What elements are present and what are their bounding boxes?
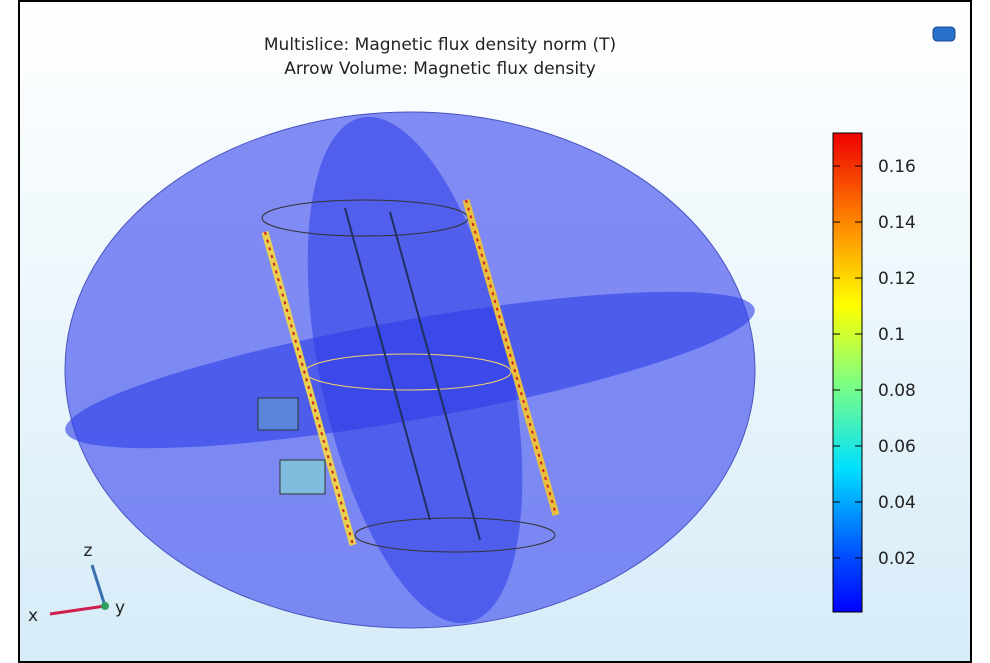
tick-label: 0.1: [878, 325, 905, 345]
tick-label: 0.08: [878, 381, 916, 401]
graphics-window: Multislice: Magnetic flux density norm (…: [0, 0, 990, 663]
tick-label: 0.16: [878, 157, 916, 177]
tick-label: 0.04: [878, 493, 916, 513]
title-line: Arrow Volume: Magnetic flux density: [284, 59, 596, 79]
tick-label: 0.02: [878, 549, 916, 569]
page: Multislice: Magnetic flux density norm (…: [0, 0, 990, 663]
tick-label: 0.06: [878, 437, 916, 457]
axis-label: x: [28, 606, 38, 626]
toolbar-icon[interactable]: [933, 27, 955, 41]
block: [258, 398, 298, 430]
axis-label: y: [115, 598, 125, 618]
block: [280, 460, 325, 494]
title-line: Multislice: Magnetic flux density norm (…: [264, 35, 616, 55]
tick-label: 0.12: [878, 269, 916, 289]
colorbar: [833, 133, 862, 612]
tick-label: 0.14: [878, 213, 916, 233]
axis-label: z: [84, 541, 93, 561]
